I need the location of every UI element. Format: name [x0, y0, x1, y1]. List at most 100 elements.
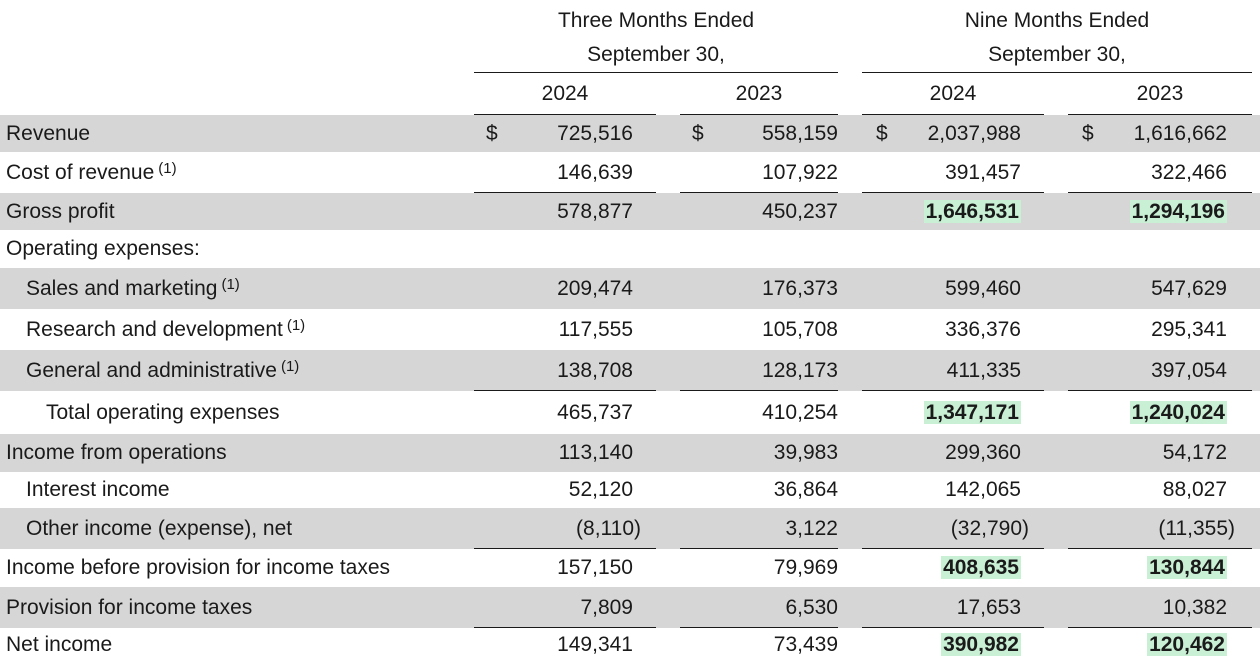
value-text: 2,037,988 [927, 122, 1021, 145]
value-text: 88,027 [1162, 478, 1227, 501]
value-cell: 322,466 [1151, 161, 1227, 185]
value-text: 3,122 [785, 517, 838, 540]
subtotal-rule [680, 192, 838, 193]
value-cell: 599,460 [945, 277, 1021, 301]
footnote-marker: (1) [286, 317, 306, 334]
value-cell: 52,120 [569, 478, 633, 502]
value-cell: 146,639 [557, 161, 633, 185]
row-income-before-provision-for-income-taxes: Income before provision for income taxes… [0, 549, 1260, 587]
value-text: (11,355) [1158, 517, 1235, 540]
value-cell: 79,969 [774, 556, 838, 580]
row-sales-and-marketing: Sales and marketing (1) 209,474 176,373 599,… [0, 268, 1260, 309]
value-cell: 54,172 [1163, 441, 1227, 465]
row-label: Other income (expense), net [26, 517, 292, 541]
row-label-text: Total operating expenses [46, 401, 280, 424]
value-text: 1,616,662 [1133, 122, 1227, 145]
row-operating-expenses: Operating expenses: [0, 230, 1260, 268]
row-general-and-administrative: General and administrative (1) 138,708 128,… [0, 350, 1260, 391]
value-text: 391,457 [945, 161, 1021, 184]
value-text: (32,790) [950, 517, 1029, 540]
year-rule-3 [862, 114, 1044, 115]
value-cell: 17,653 [957, 596, 1021, 620]
year-rule-4 [1068, 114, 1252, 115]
row-label-text: Gross profit [6, 200, 115, 223]
value-text: 322,466 [1151, 161, 1227, 184]
row-interest-income: Interest income 52,120 36,864 142,065 88,027 [0, 472, 1260, 508]
year-header-3m-2024: 2024 [541, 82, 589, 105]
value-text: 176,373 [762, 277, 838, 300]
value-text: 149,341 [557, 633, 633, 656]
value-cell: 1,616,662 [1134, 122, 1227, 146]
value-cell: 465,737 [557, 401, 633, 425]
value-text: 1,294,196 [1129, 200, 1227, 223]
value-text: 54,172 [1162, 441, 1227, 464]
value-text: 117,555 [558, 318, 633, 341]
value-cell: 176,373 [762, 277, 838, 301]
value-text: 7,809 [580, 596, 633, 619]
value-cell: 390,982 [941, 633, 1021, 657]
row-cost-of-revenue: Cost of revenue (1) 146,639 107,922 391,457 3… [0, 152, 1260, 193]
subtotal-rule [474, 627, 656, 628]
subtotal-rule [1068, 548, 1252, 549]
row-label-text: Research and development [26, 318, 283, 341]
value-cell: 142,065 [945, 478, 1021, 502]
value-text: 6,530 [785, 596, 838, 619]
value-text: 79,969 [773, 556, 838, 579]
value-text: 36,864 [773, 478, 838, 501]
row-label-text: Other income (expense), net [26, 517, 293, 540]
nine-months-header-rule [862, 72, 1252, 73]
row-label-text: General and administrative [26, 359, 277, 382]
value-text: 1,240,024 [1129, 401, 1227, 424]
value-cell: 558,159 [762, 122, 838, 146]
value-cell: 299,360 [945, 441, 1021, 465]
value-text: 120,462 [1147, 633, 1227, 656]
subtotal-rule [862, 390, 1044, 391]
value-text: 10,382 [1162, 596, 1227, 619]
value-text: 558,159 [762, 122, 838, 145]
subtotal-rule [1068, 390, 1252, 391]
subtotal-rule [1068, 192, 1252, 193]
row-label: General and administrative (1) [26, 358, 299, 383]
value-cell: 113,140 [559, 441, 633, 465]
row-revenue: Revenue $ $ $ $725,516 558,159 2,037,988 1,616,… [0, 115, 1260, 152]
value-cell: (11,355) [1158, 517, 1235, 541]
value-text: 1,347,171 [923, 401, 1021, 424]
value-text: 408,635 [941, 556, 1021, 579]
value-cell: 1,646,531 [923, 200, 1021, 224]
value-text: 209,474 [557, 277, 633, 300]
three-months-header-line2: September 30, [587, 43, 725, 66]
value-cell: 130,844 [1147, 556, 1227, 580]
row-label: Revenue [6, 122, 90, 146]
value-cell: 36,864 [774, 478, 838, 502]
value-text: 142,065 [945, 478, 1021, 501]
value-cell: 1,294,196 [1129, 200, 1227, 224]
value-text: 578,877 [557, 200, 633, 223]
value-cell: 450,237 [762, 200, 838, 224]
value-cell: 117,555 [559, 318, 633, 342]
currency-symbol: $ [876, 122, 888, 145]
currency-symbol: $ [486, 122, 498, 145]
value-text: 39,983 [773, 441, 838, 464]
value-cell: 1,240,024 [1129, 401, 1227, 425]
row-net-income: Net income 149,341 73,439 390,982 120,462 [0, 628, 1260, 662]
value-cell: 149,341 [557, 633, 633, 657]
footnote-marker: (1) [221, 276, 240, 293]
subtotal-rule [474, 192, 656, 193]
subtotal-rule [680, 548, 838, 549]
value-cell: (32,790) [951, 517, 1029, 541]
subtotal-rule [1068, 627, 1252, 628]
value-cell: 105,708 [762, 318, 838, 342]
value-text: 138,708 [557, 359, 633, 382]
value-cell: 209,474 [557, 277, 633, 301]
value-cell: 157,150 [557, 556, 633, 580]
value-cell: 397,054 [1151, 359, 1227, 383]
value-text: 73,439 [773, 633, 838, 656]
value-cell: 410,254 [762, 401, 838, 425]
year-header-9m-2024: 2024 [929, 82, 977, 105]
row-label: Sales and marketing (1) [26, 276, 240, 301]
year-rule-2 [680, 114, 838, 115]
value-cell: 73,439 [774, 633, 838, 657]
value-text: 336,376 [945, 318, 1021, 341]
year-header-9m-2023: 2023 [1136, 82, 1184, 105]
row-label-text: Revenue [6, 122, 91, 145]
